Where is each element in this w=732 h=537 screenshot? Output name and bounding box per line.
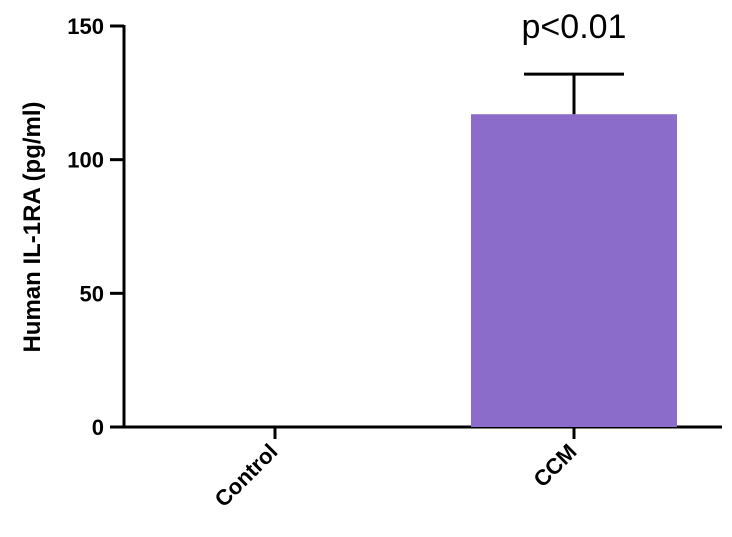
y-tick-label: 0 — [92, 415, 104, 440]
bar-ccm — [471, 114, 677, 427]
y-axis-label: Human IL-1RA (pg/ml) — [19, 101, 46, 352]
significance-annotation: p<0.01 — [522, 8, 627, 46]
y-tick-label: 50 — [80, 281, 104, 306]
y-tick-label: 150 — [67, 14, 104, 39]
y-tick-label: 100 — [67, 148, 104, 173]
x-tick-label-ccm: CCM — [528, 439, 581, 492]
x-tick-label-control: Control — [210, 439, 283, 512]
x-axis-ticks: Control CCM — [210, 427, 582, 512]
bars — [471, 72, 677, 427]
y-axis-ticks: 0 50 100 150 — [67, 14, 124, 440]
